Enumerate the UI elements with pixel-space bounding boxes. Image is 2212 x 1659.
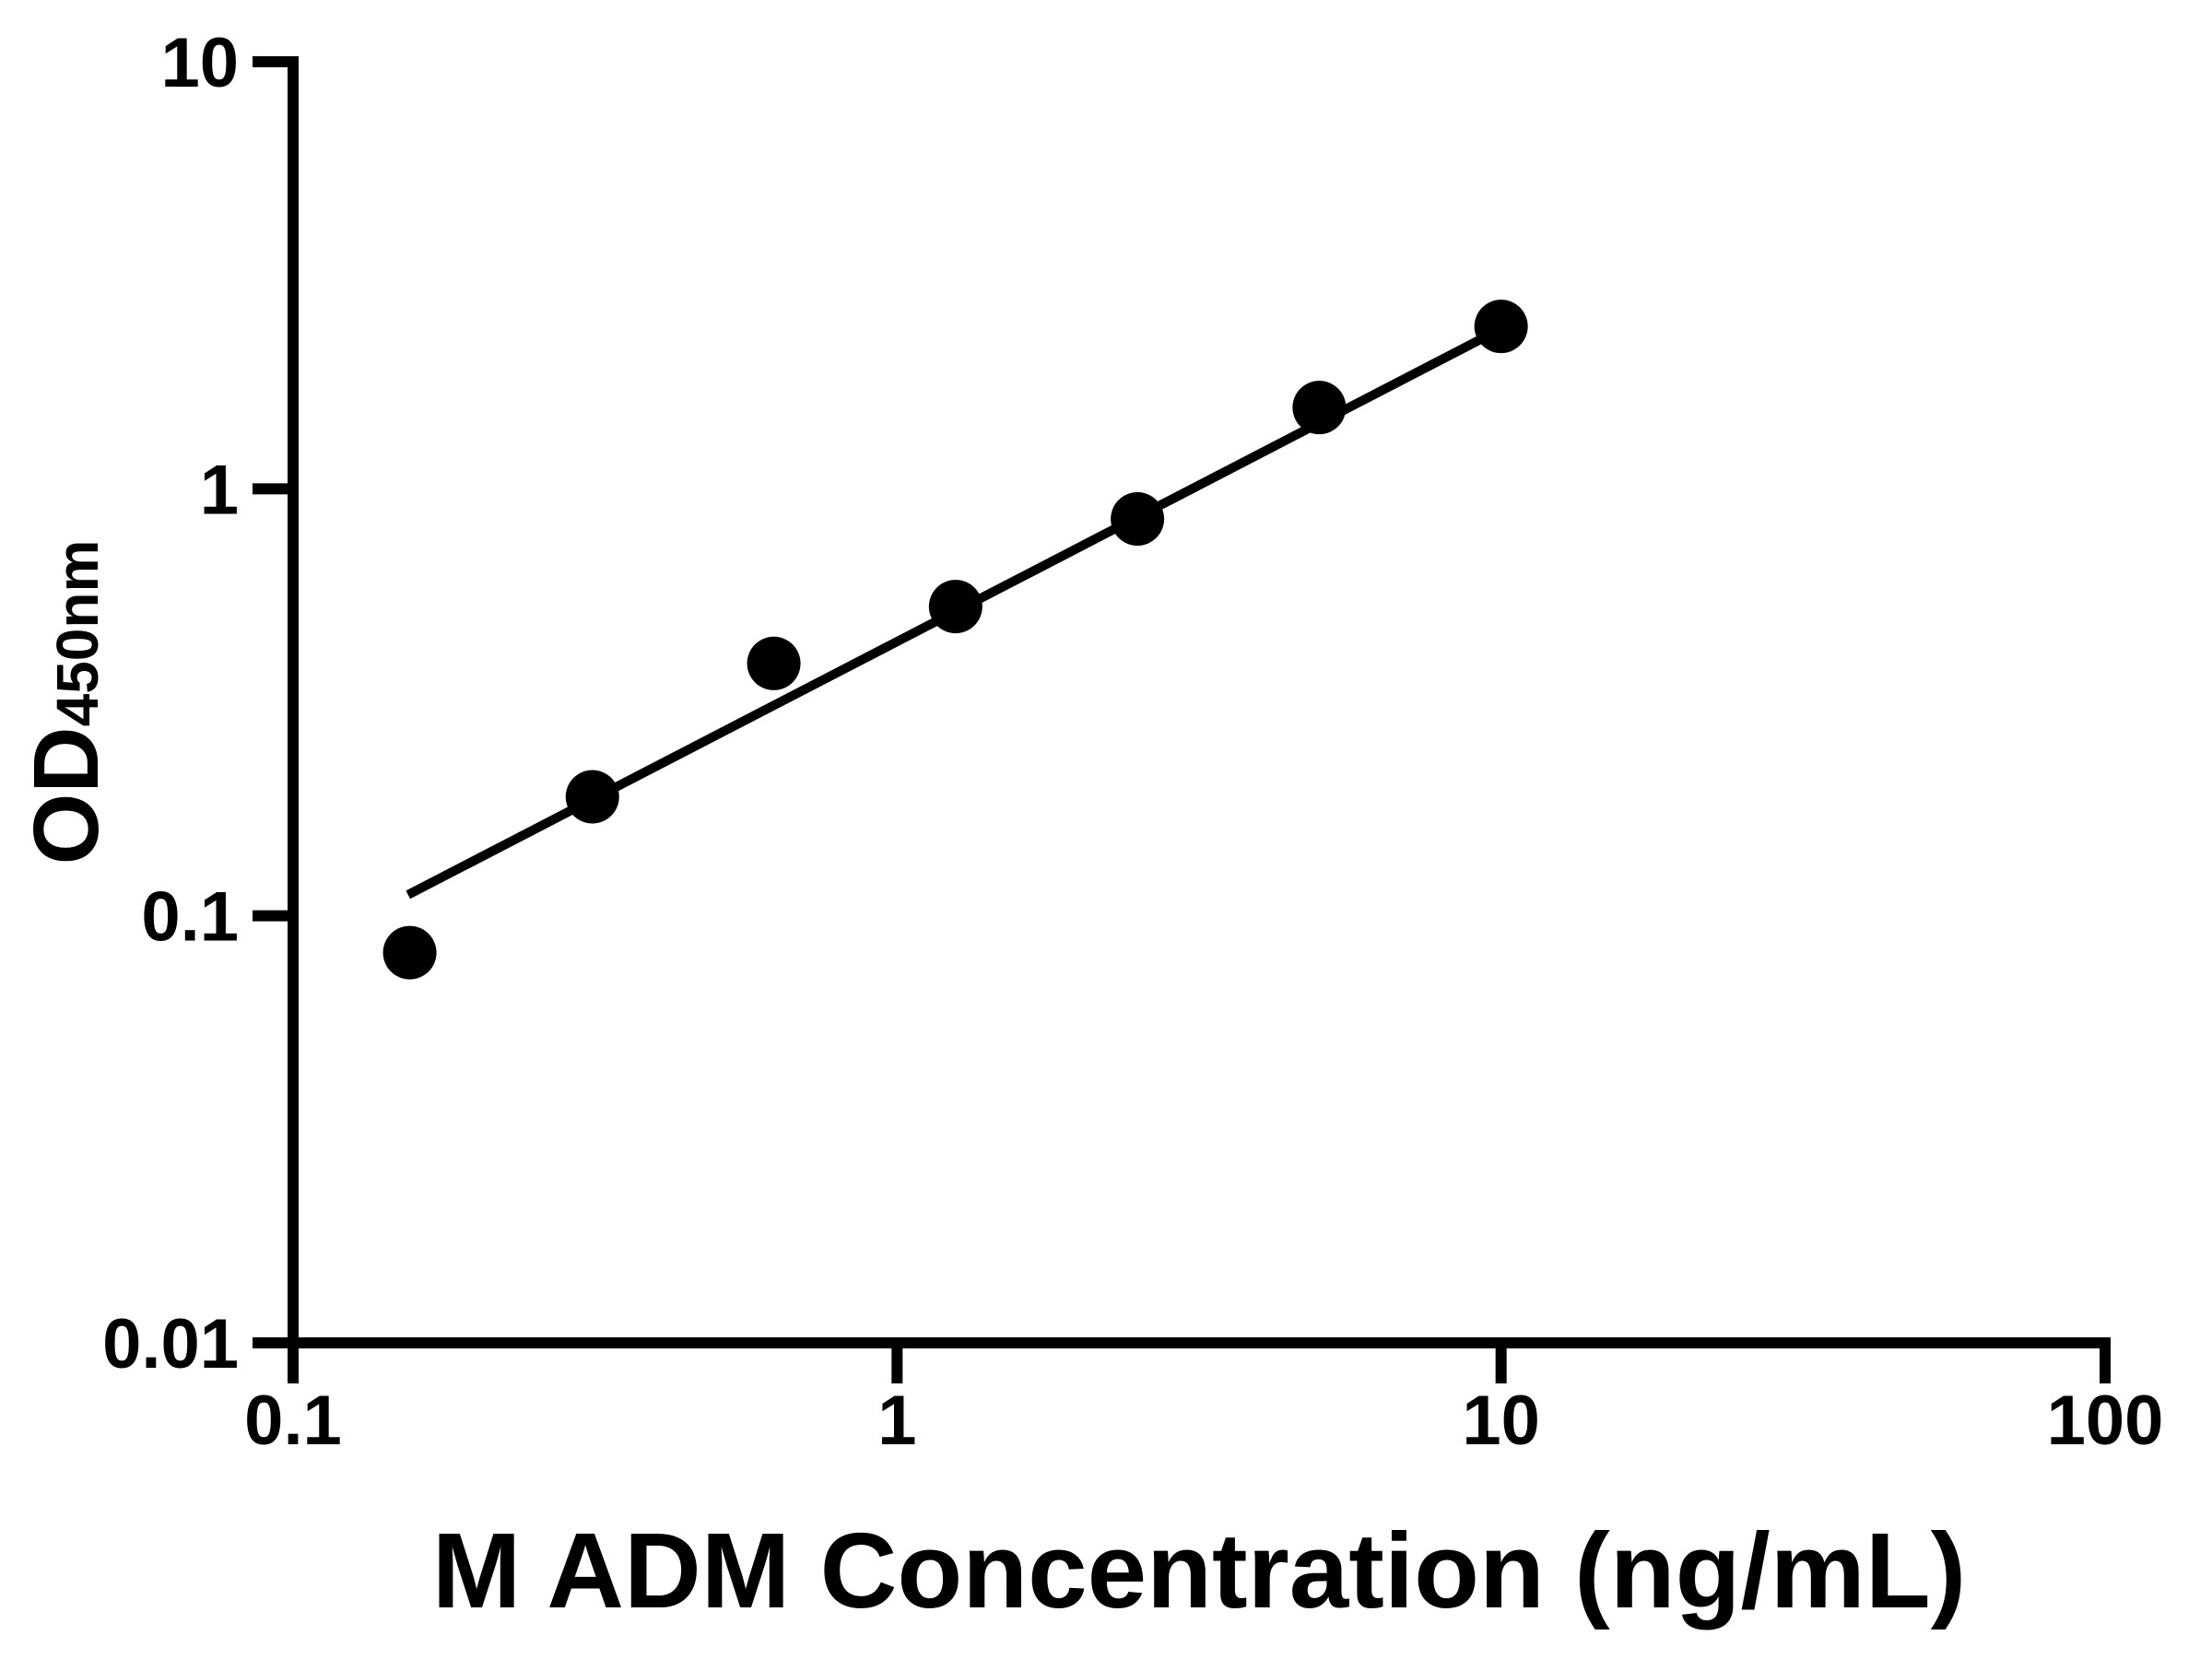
x-tick-label-10: 10	[1462, 1382, 1540, 1460]
data-point-1	[382, 925, 437, 980]
y-tick-label-1: 1	[200, 451, 239, 529]
y-tick-label-0.1: 0.1	[141, 878, 239, 957]
x-tick-label-1: 1	[877, 1382, 916, 1460]
data-point-7	[1474, 300, 1528, 354]
y-axis-title-sub: 450nm	[44, 540, 111, 727]
x-tick-label-100: 100	[2047, 1382, 2164, 1460]
data-point-2	[565, 770, 619, 824]
axis-frame	[253, 56, 2111, 1383]
ticks-layer	[253, 483, 1507, 1383]
axes-layer	[253, 56, 2111, 1383]
x-axis-title: M ADM Concentration (ng/mL)	[432, 1511, 1967, 1630]
y-tick-label-0.01: 0.01	[102, 1305, 239, 1383]
x-tick-label-0.1: 0.1	[244, 1382, 342, 1460]
y-axis-title-main: OD	[15, 726, 118, 865]
series-layer	[382, 300, 1528, 980]
data-point-4	[928, 580, 982, 634]
data-point-3	[747, 636, 801, 690]
y-axis-title: OD450nm	[15, 540, 118, 865]
y-tick-label-10: 10	[160, 24, 239, 102]
data-point-6	[1292, 381, 1347, 435]
data-point-5	[1111, 492, 1165, 547]
